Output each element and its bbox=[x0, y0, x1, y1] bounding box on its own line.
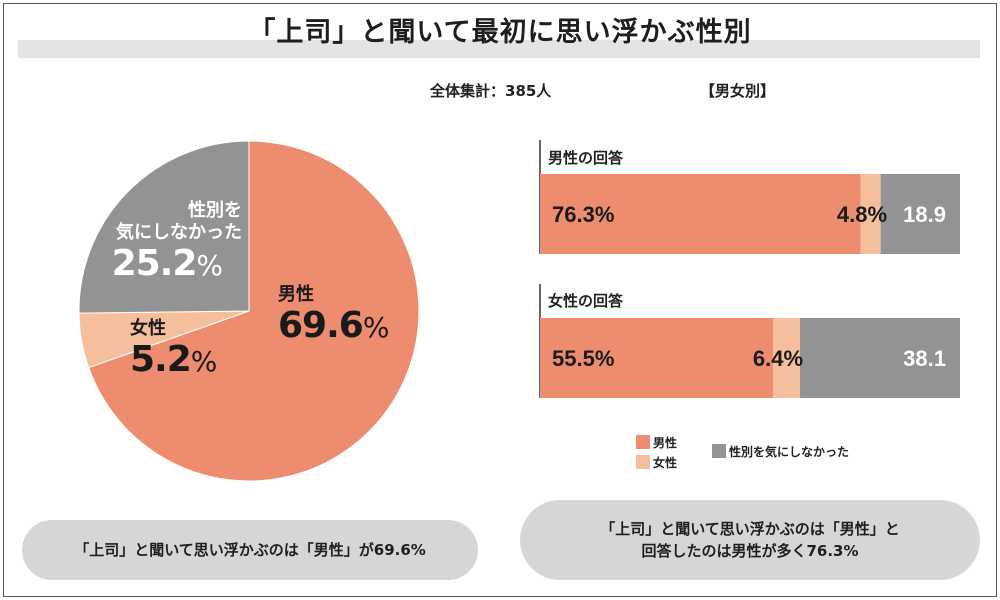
pie-label-none: 性別を 気にしなかった 25.2% bbox=[82, 200, 242, 286]
summary-right-line1: 「上司」と聞いて思い浮かぶのは「男性」と bbox=[600, 520, 900, 538]
bar-female-row-none bbox=[799, 318, 960, 398]
summary-left-text: 「上司」と聞いて思い浮かぶのは「男性」が69.6% bbox=[74, 541, 426, 559]
summary-pill-right: 「上司」と聞いて思い浮かぶのは「男性」と 回答したのは男性が多く76.3% bbox=[520, 500, 980, 580]
legend-item-male: 男性 bbox=[636, 434, 677, 451]
pie-label-male-pct: % bbox=[362, 311, 390, 344]
bar-group-label-male: 男性の回答 bbox=[548, 149, 624, 167]
pie-label-none-value: 25.2 bbox=[111, 243, 198, 284]
bar-female-row-female bbox=[773, 318, 800, 398]
pie-label-female-name: 女性 bbox=[130, 318, 166, 339]
summary-pill-left: 「上司」と聞いて思い浮かぶのは「男性」が69.6% bbox=[22, 520, 478, 580]
pie-label-female-value: 5.2 bbox=[130, 339, 192, 380]
legend-label-none: 性別を気にしなかった bbox=[729, 445, 850, 459]
legend-item-none: 性別を気にしなかった bbox=[712, 443, 849, 460]
bar-value-female-row-none: 38.1 bbox=[903, 346, 946, 371]
total-label: 全体集計：385人 bbox=[430, 82, 552, 100]
legend-swatch-female bbox=[636, 455, 650, 469]
legend-swatch-none bbox=[712, 444, 726, 458]
pie-label-none-line2: 気にしなかった bbox=[116, 222, 242, 243]
summary-right-line2: 回答したのは男性が多く76.3% bbox=[641, 542, 859, 560]
legend-swatch-male bbox=[636, 435, 650, 449]
bar-value-male-row-female: 4.8% bbox=[837, 202, 887, 227]
pie-label-male-value: 69.6 bbox=[278, 305, 364, 346]
pie-label-male: 男性 69.6% bbox=[278, 284, 390, 348]
title-band bbox=[18, 40, 980, 58]
legend-label-female: 女性 bbox=[653, 456, 678, 470]
pie-label-none-pct: % bbox=[196, 249, 223, 282]
pie-label-female: 女性 5.2% bbox=[130, 318, 218, 382]
bar-value-female-row-male: 55.5% bbox=[552, 346, 614, 371]
bar-female-row-male bbox=[540, 318, 774, 398]
bar-male-row-male bbox=[540, 174, 861, 254]
bar-male-row-none bbox=[880, 174, 960, 254]
pie-label-female-pct: % bbox=[190, 345, 218, 378]
bar-value-male-row-male: 76.3% bbox=[552, 202, 614, 227]
legend-label-male: 男性 bbox=[653, 436, 678, 450]
pie-label-none-line1: 性別を bbox=[188, 200, 242, 221]
legend-item-female: 女性 bbox=[636, 454, 677, 471]
pie-slice-male bbox=[88, 140, 420, 482]
pie-label-male-name: 男性 bbox=[278, 284, 314, 305]
by-gender-label: 【男女別】 bbox=[700, 82, 776, 100]
pie-slice-none bbox=[78, 140, 250, 314]
bar-group-label-female: 女性の回答 bbox=[548, 292, 624, 310]
bar-value-female-row-female: 6.4% bbox=[753, 346, 803, 371]
bar-value-male-row-none: 18.9 bbox=[903, 202, 946, 227]
bar-male-row-female bbox=[860, 174, 881, 254]
chart-title: 「上司」と聞いて最初に思い浮かぶ性別 bbox=[248, 17, 752, 48]
